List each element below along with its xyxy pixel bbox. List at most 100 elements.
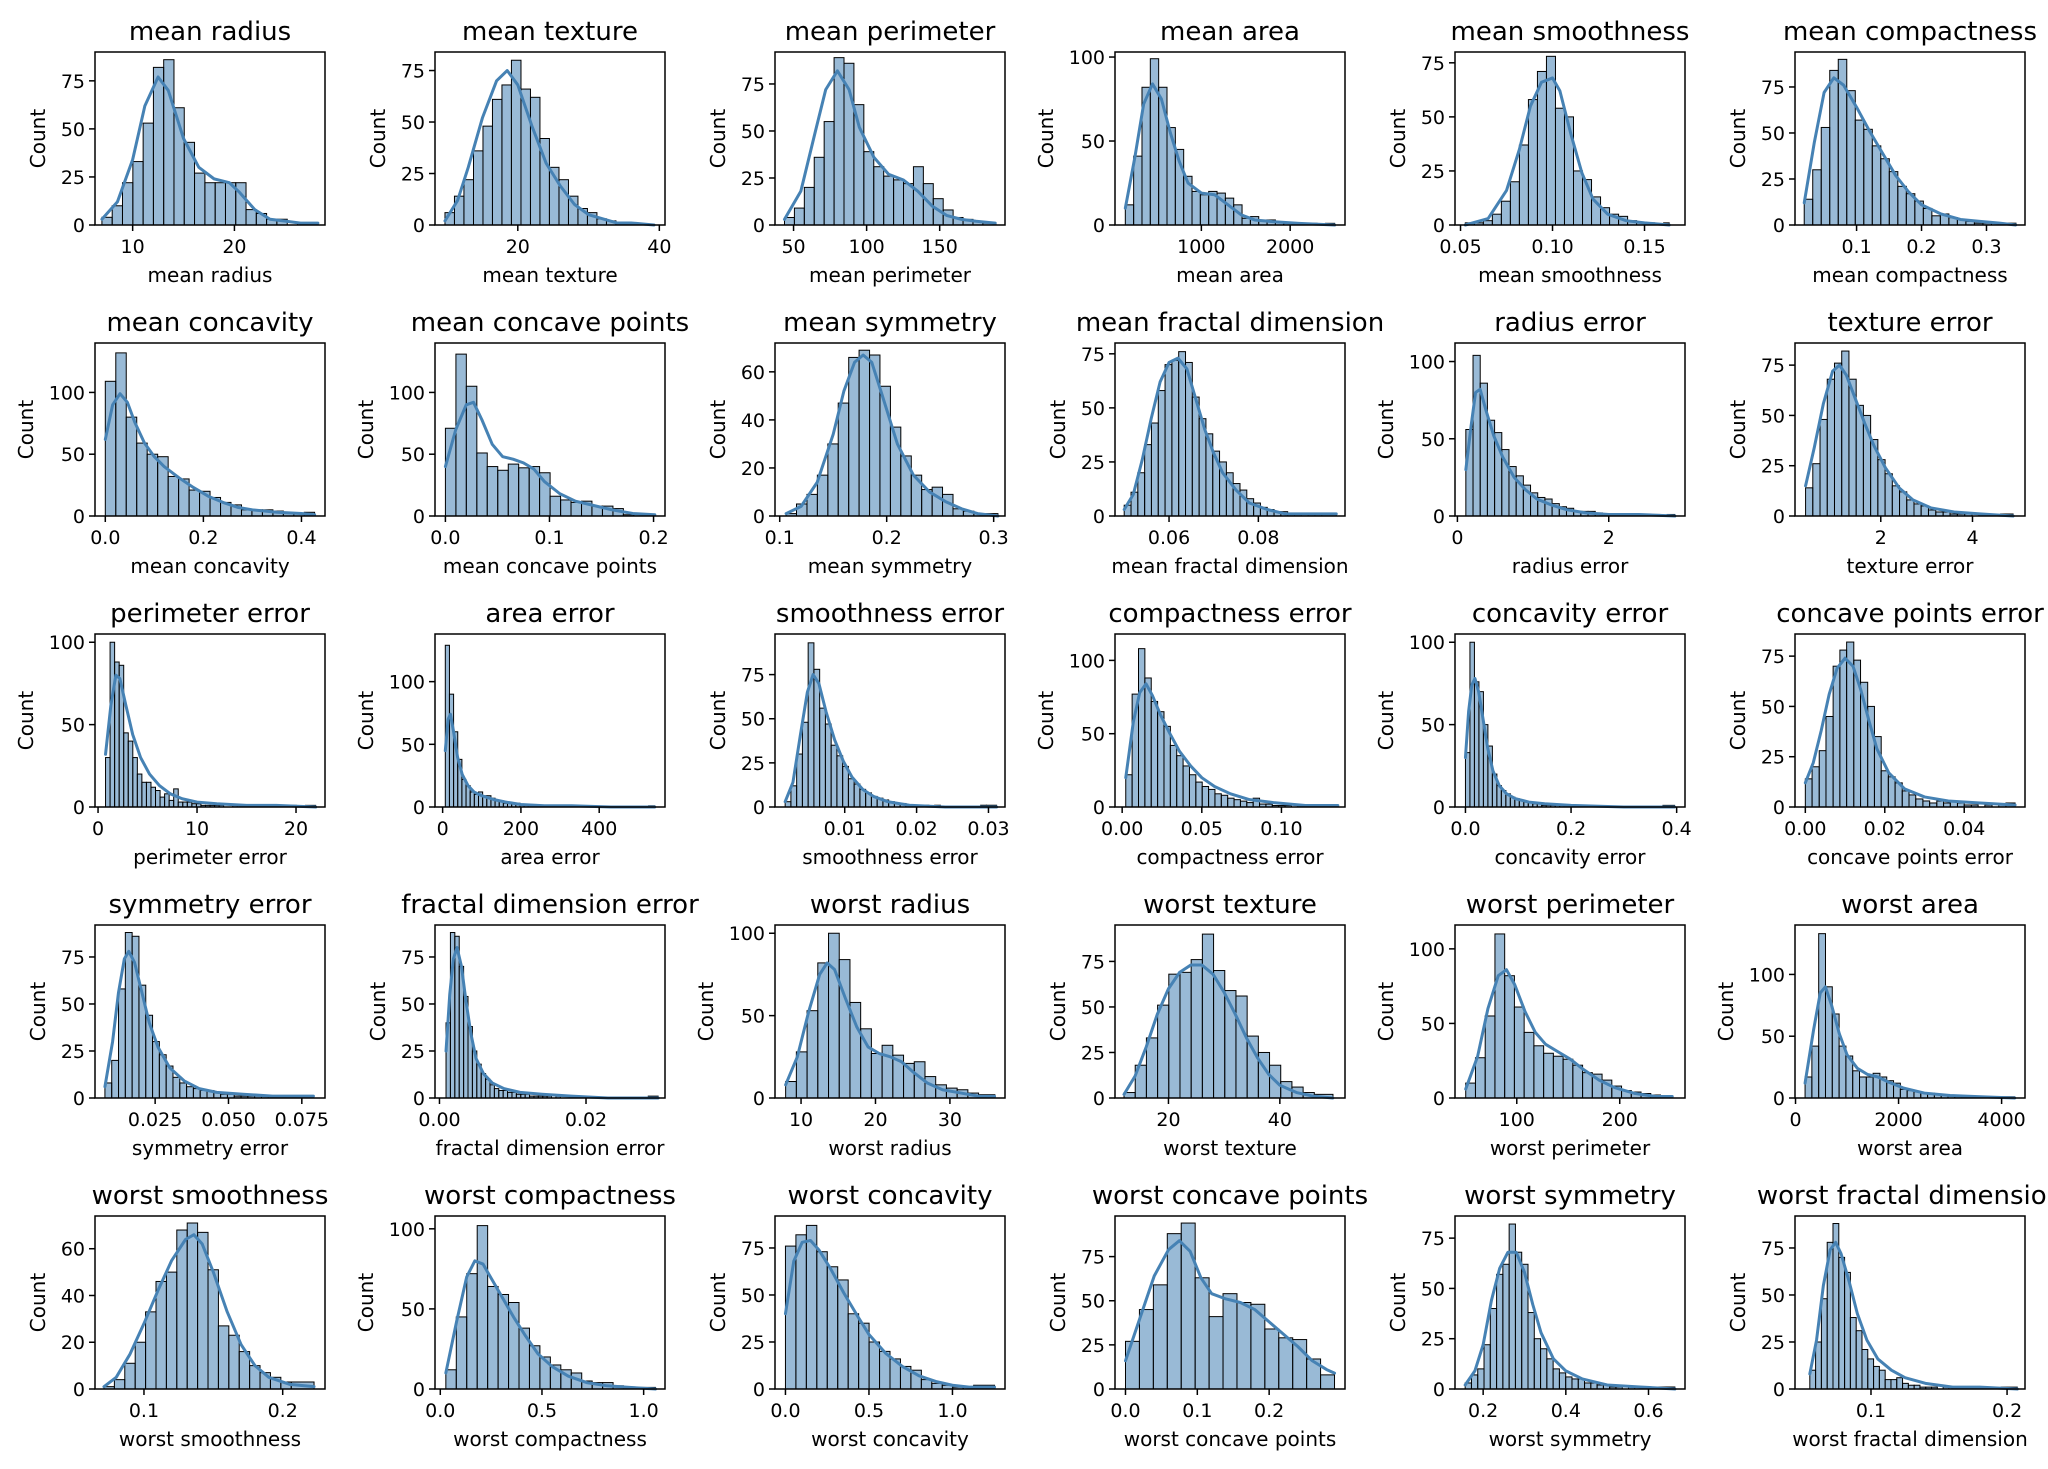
x-tick-label: 4000 [1977,1109,2025,1131]
y-tick-label: 100 [1749,964,1785,986]
x-tick-label: 20 [222,236,246,258]
histogram-bar [228,1334,240,1390]
histogram-bar [124,1362,136,1390]
y-tick-label: 75 [61,71,85,93]
histogram-bar [817,962,830,1099]
subplot-title: mean smoothness [1451,17,1690,47]
histogram-bar [1169,744,1178,808]
x-tick-label: 50 [781,236,805,258]
histogram-bar [1849,1317,1857,1390]
y-tick-label: 50 [1081,398,1105,420]
histogram-bar [1906,499,1915,517]
histogram-bar [1176,755,1184,808]
histogram-bar [1540,1348,1548,1390]
kde-curve [783,1238,997,1389]
histogram-bar [150,786,157,808]
x-axis-label: smoothness error [802,845,978,869]
y-tick-label: 0 [753,1379,765,1401]
kde-curve [1464,387,1677,518]
histogram-bar [455,353,467,517]
y-axis-label: Count [1386,1273,1410,1333]
histogram-bar [1195,781,1203,808]
axes-frame [1454,924,1686,1099]
histogram-bar [498,1089,504,1099]
y-axis-label: Count [1726,400,1750,460]
x-tick-label: 0.0 [1450,818,1480,840]
y-tick-label: 25 [1761,747,1785,769]
histogram-bar [1137,472,1146,517]
y-tick-label: 50 [1421,1278,1445,1300]
x-axis-label: worst texture [1163,1136,1297,1160]
histogram-bar [141,781,147,808]
x-tick-label: 0.15 [1623,236,1665,258]
histogram-bar [167,475,180,517]
y-tick-label: 0 [413,1379,425,1401]
histogram-bar [1908,794,1917,808]
x-axis-label: mean fractal dimension [1111,554,1348,578]
histogram-bar [134,1341,147,1390]
histogram-bar [1508,1223,1516,1390]
histogram-bar [1518,144,1529,226]
subplot-title: mean texture [462,17,638,47]
y-tick-label: 75 [741,74,765,96]
x-tick-label: 10 [121,236,145,258]
y-axis-label: Count [706,400,730,460]
histogram-bar [1922,800,1931,808]
axes-frame [94,633,326,808]
y-tick-label: 25 [1421,161,1445,183]
x-tick-label: 0.03 [967,818,1009,840]
x-tick-label: 0.04 [1943,818,1985,840]
y-axis-label: Count [1386,109,1410,169]
histogram-bar [136,773,143,808]
histogram-bar [1805,487,1814,517]
subplot-title: worst concavity [788,1181,993,1211]
histogram-bar [123,732,129,808]
x-axis-label: worst concave points [1124,1427,1337,1451]
axes-frame [434,924,666,1099]
y-tick-label: 75 [1421,1228,1445,1250]
y-tick-label: 75 [401,947,425,969]
histogram-bar [1543,1052,1554,1099]
subplot-title: worst smoothness [92,1181,329,1211]
histogram-bar [489,1084,495,1099]
x-tick-label: 20 [506,236,530,258]
histogram-bar [1201,785,1210,808]
histogram-bar [1854,119,1865,226]
histogram-bar [827,443,839,517]
y-tick-label: 50 [401,734,425,756]
histogram-bar [1818,933,1826,1099]
y-tick-label: 50 [61,444,85,466]
subplot: 0.06 0.08 0 25 50 75 mean fractal dimension mea… [1046,308,1384,578]
histogram-bar [176,1229,188,1390]
subplot-title: smoothness error [776,599,1004,629]
y-tick-label: 50 [741,121,765,143]
x-tick-label: 0.2 [638,527,668,549]
y-axis-label: Count [1726,691,1750,751]
x-axis-label: mean perimeter [809,263,972,287]
axes-frame [1454,51,1686,226]
y-tick-label: 75 [1761,355,1785,377]
histogram-bar [1168,973,1181,1099]
y-tick-label: 100 [1409,352,1445,374]
y-tick-label: 50 [1761,1285,1785,1307]
histogram-bar [487,1285,499,1390]
histogram-bar [501,84,512,226]
kde-curve [102,1233,316,1389]
subplot-title: concavity error [1472,599,1669,629]
histogram-bar [1902,1382,1909,1390]
histogram-bars [1465,354,1676,517]
x-tick-label: 0.5 [854,1400,884,1422]
histogram-bar [1899,1088,1908,1099]
histogram-bar [1477,1368,1485,1390]
y-tick-label: 0 [1433,1088,1445,1110]
histogram-bar [179,1082,188,1099]
y-tick-label: 60 [61,1239,85,1261]
x-tick-label: 2000 [1874,1109,1922,1131]
histogram-bars [445,932,659,1099]
y-tick-label: 40 [741,410,765,432]
y-axis-label: Count [26,109,50,169]
y-tick-label: 25 [1761,1332,1785,1354]
x-axis-label: concave points error [1807,845,2014,869]
histogram-bar [466,1273,478,1390]
